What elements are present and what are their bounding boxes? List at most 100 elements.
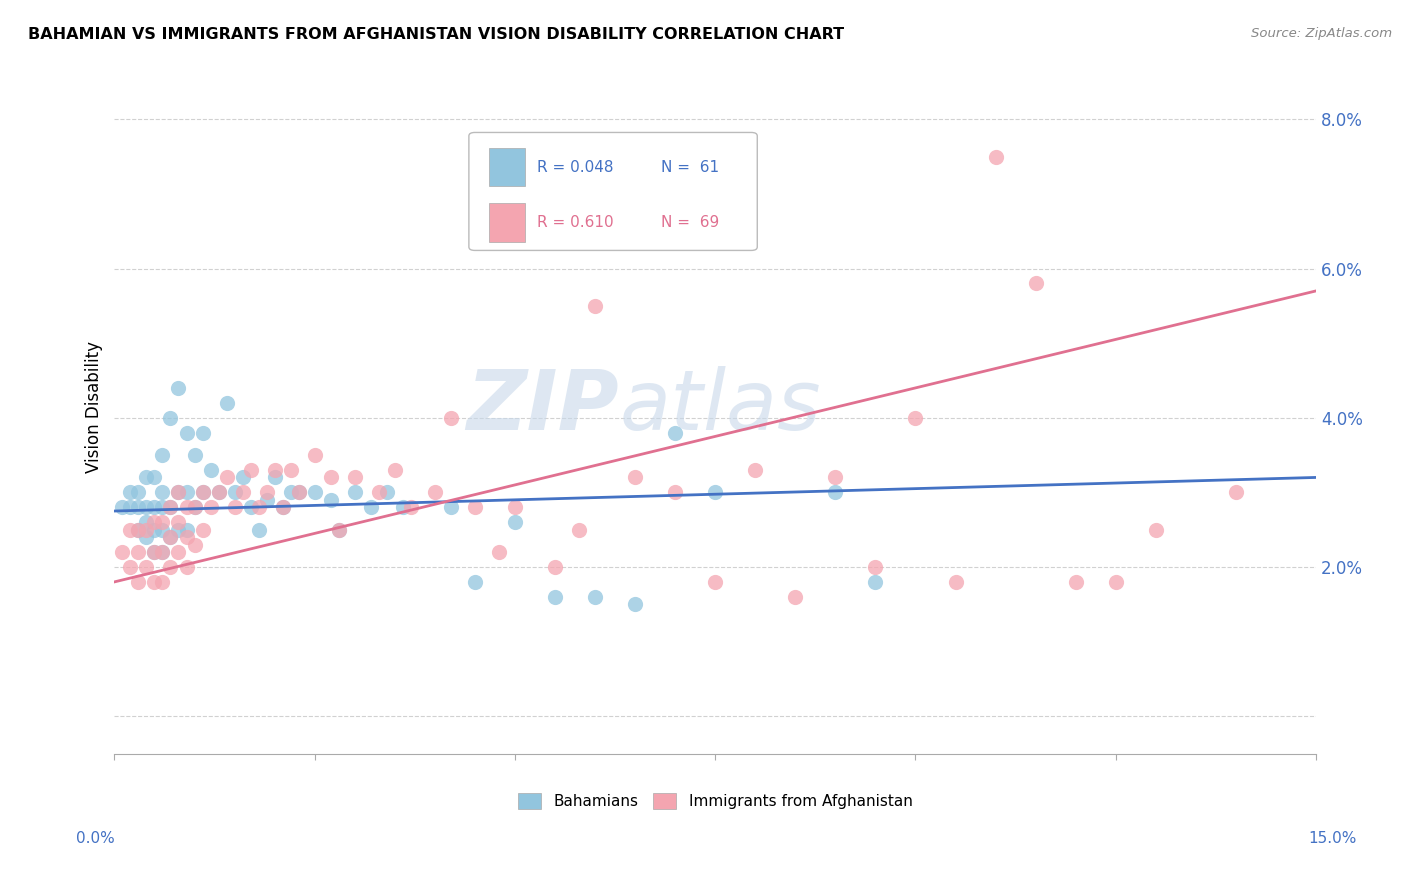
Point <box>440 410 463 425</box>
Point <box>159 530 181 544</box>
Point <box>152 500 174 515</box>
Point <box>328 523 350 537</box>
Point <box>343 470 366 484</box>
Point <box>176 523 198 537</box>
Point <box>167 485 190 500</box>
Point <box>287 485 309 500</box>
Point <box>215 396 238 410</box>
Point <box>143 545 166 559</box>
Point <box>152 523 174 537</box>
Point <box>544 590 567 604</box>
Point <box>945 574 967 589</box>
Point <box>200 500 222 515</box>
Point <box>120 523 142 537</box>
Point <box>176 500 198 515</box>
Point <box>375 485 398 500</box>
Point <box>176 560 198 574</box>
Point <box>319 470 342 484</box>
Point <box>183 500 205 515</box>
Point <box>127 500 149 515</box>
Point <box>159 530 181 544</box>
Point <box>232 485 254 500</box>
Point <box>143 523 166 537</box>
Point <box>704 574 727 589</box>
Point <box>904 410 927 425</box>
Text: BAHAMIAN VS IMMIGRANTS FROM AFGHANISTAN VISION DISABILITY CORRELATION CHART: BAHAMIAN VS IMMIGRANTS FROM AFGHANISTAN … <box>28 27 844 42</box>
Point <box>488 545 510 559</box>
Point <box>143 545 166 559</box>
Point <box>135 530 157 544</box>
Point <box>127 523 149 537</box>
Point <box>159 500 181 515</box>
Point <box>152 545 174 559</box>
Text: N =  69: N = 69 <box>661 215 720 230</box>
Point <box>704 485 727 500</box>
Point <box>152 448 174 462</box>
Point <box>1025 277 1047 291</box>
Point <box>111 545 134 559</box>
Point <box>319 492 342 507</box>
Point <box>143 500 166 515</box>
Point <box>143 470 166 484</box>
Point <box>167 485 190 500</box>
Text: R = 0.048: R = 0.048 <box>537 160 614 175</box>
Y-axis label: Vision Disability: Vision Disability <box>86 341 103 473</box>
Point <box>159 500 181 515</box>
FancyBboxPatch shape <box>489 148 526 186</box>
Point <box>384 463 406 477</box>
Point <box>135 560 157 574</box>
Point <box>143 515 166 529</box>
Point <box>183 500 205 515</box>
Point <box>152 545 174 559</box>
Point <box>1225 485 1247 500</box>
Point <box>232 470 254 484</box>
Point <box>207 485 229 500</box>
Point <box>1144 523 1167 537</box>
Point <box>200 463 222 477</box>
Point <box>423 485 446 500</box>
Point <box>247 500 270 515</box>
Text: Source: ZipAtlas.com: Source: ZipAtlas.com <box>1251 27 1392 40</box>
Point <box>127 574 149 589</box>
Point <box>583 590 606 604</box>
Point <box>263 463 285 477</box>
Point <box>744 463 766 477</box>
Point <box>152 485 174 500</box>
Point <box>256 492 278 507</box>
Point <box>984 150 1007 164</box>
Legend: Bahamians, Immigrants from Afghanistan: Bahamians, Immigrants from Afghanistan <box>512 787 918 815</box>
Point <box>191 485 214 500</box>
Point <box>135 470 157 484</box>
Text: ZIP: ZIP <box>467 366 619 447</box>
Point <box>824 485 846 500</box>
Point <box>159 410 181 425</box>
Point <box>167 381 190 395</box>
Point <box>135 515 157 529</box>
Point <box>568 523 591 537</box>
Point <box>152 515 174 529</box>
Point <box>360 500 382 515</box>
Point <box>191 425 214 440</box>
Point <box>464 574 486 589</box>
Point <box>127 545 149 559</box>
Point <box>256 485 278 500</box>
Text: atlas: atlas <box>619 366 821 447</box>
FancyBboxPatch shape <box>468 132 758 251</box>
Point <box>624 470 647 484</box>
Point <box>464 500 486 515</box>
Point <box>127 485 149 500</box>
Point <box>583 299 606 313</box>
FancyBboxPatch shape <box>489 203 526 242</box>
Point <box>176 425 198 440</box>
Point <box>135 500 157 515</box>
Text: N =  61: N = 61 <box>661 160 720 175</box>
Point <box>120 560 142 574</box>
Point <box>215 470 238 484</box>
Point <box>664 425 686 440</box>
Point <box>239 463 262 477</box>
Point <box>224 485 246 500</box>
Point <box>239 500 262 515</box>
Point <box>183 448 205 462</box>
Point <box>143 574 166 589</box>
Point <box>440 500 463 515</box>
